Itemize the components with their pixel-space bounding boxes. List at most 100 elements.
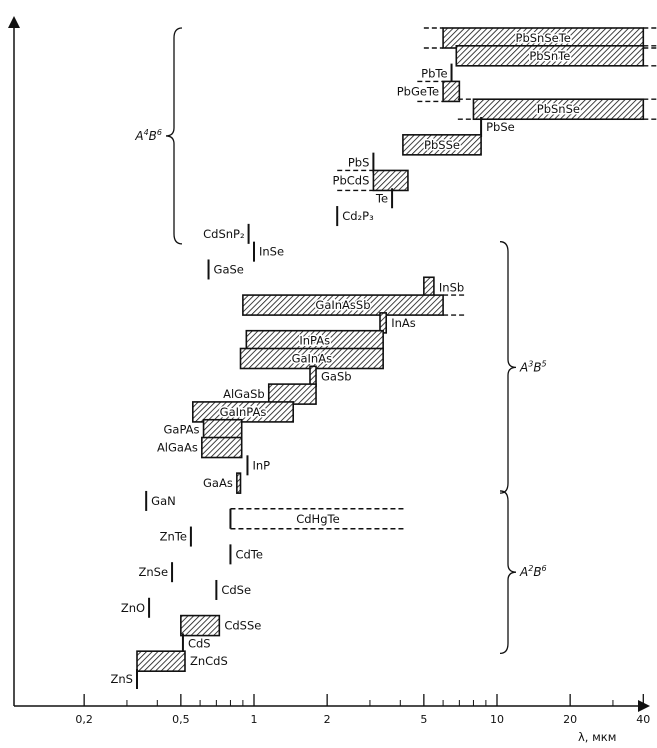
group-label: A3B5: [519, 359, 547, 374]
materials: PbSnSeTe PbSnTe PbTe PbGeTe PbSnSe PbSe PbSSe P…: [111, 27, 657, 689]
material-inp: InP: [246, 455, 270, 476]
group-label: A2B6: [519, 564, 547, 579]
material-label: PbCdS: [333, 173, 370, 187]
x-axis-ticks: 0,2 0,5 1 2 5 10 20 40: [75, 694, 650, 726]
material-pbs: PbS: [348, 152, 375, 173]
material-label: GaN: [151, 494, 176, 508]
range-bar: [201, 436, 243, 459]
material-pbsnsete: PbSnSeTe: [423, 27, 657, 49]
x-axis-label: λ, мкм: [578, 730, 616, 744]
range-bar: [192, 401, 295, 423]
material-gase: GaSe: [207, 259, 244, 280]
material-znte: ZnTe: [160, 526, 192, 547]
range-bar: [136, 650, 186, 672]
material-gan: GaN: [145, 490, 176, 511]
material-label: InPAs: [299, 334, 330, 348]
material-label: PbGeTe: [397, 84, 439, 98]
material-label: PbTe: [421, 67, 447, 81]
group-brace: [499, 241, 517, 494]
material-cdhgte: CdHgTe: [229, 508, 406, 530]
x-tick-label: 0,2: [75, 713, 93, 726]
material-label: InP: [252, 458, 270, 472]
material-gainassb: GaInAsSb: [242, 294, 467, 316]
x-tick-label: 10: [490, 713, 504, 726]
material-label: GaSb: [321, 369, 352, 383]
material-label: CdTe: [235, 547, 262, 561]
material-label: CdS: [188, 636, 211, 650]
range-bar: [242, 294, 444, 316]
range-bar: [442, 80, 461, 103]
material-label: PbSnSe: [537, 102, 580, 116]
x-tick-label: 1: [251, 713, 258, 726]
material-insb: InSb: [423, 276, 464, 299]
material-pbsse: PbSSe: [402, 134, 482, 156]
material-cdsnp: CdSnP₂: [203, 223, 250, 244]
material-cdsse: CdSSe: [180, 614, 261, 637]
material-zno: ZnO: [121, 597, 151, 618]
material-label: PbS: [348, 156, 370, 170]
material-label: CdSSe: [224, 619, 261, 633]
material-pbse: PbSe: [480, 117, 515, 138]
material-zncds: ZnCdS: [136, 650, 228, 672]
material-label: GaPAs: [164, 423, 200, 437]
material-label: ZnS: [111, 672, 133, 686]
x-tick-label: 40: [636, 713, 650, 726]
range-bar: [267, 383, 317, 405]
material-inse: InSe: [253, 241, 284, 262]
material-label: ZnCdS: [190, 654, 228, 668]
material-algaas: AlGaAs: [157, 436, 243, 459]
material-label: CdSnP₂: [203, 227, 244, 241]
range-bar: [402, 134, 482, 156]
material-pbsnse: PbSnSe: [457, 98, 657, 121]
material-inpas: InPAs: [245, 329, 384, 352]
material-label: ZnSe: [139, 565, 169, 579]
material-gapas: GaPAs: [164, 418, 243, 441]
material-algasb: AlGaSb: [223, 383, 317, 405]
material-cdp: Cd₂P₃: [336, 206, 374, 227]
material-gasb: GaSb: [309, 365, 352, 388]
range-bar: [180, 614, 221, 637]
group-brace: [165, 27, 183, 245]
range-bar: [455, 45, 645, 67]
material-gainas: GaInAs: [239, 347, 384, 370]
material-label: InAs: [391, 316, 416, 330]
material-gaas: GaAs: [203, 472, 242, 494]
material-znse: ZnSe: [139, 562, 174, 583]
material-pbsnte: PbSnTe: [455, 45, 657, 67]
material-label: PbSnTe: [529, 49, 570, 63]
material-label: GaAs: [203, 476, 233, 490]
material-label: InSe: [259, 245, 284, 259]
material-inas: InAs: [379, 312, 416, 334]
range-bar: [379, 312, 388, 334]
range-bar: [202, 418, 243, 441]
material-te: Te: [375, 188, 394, 209]
material-pbcds: PbCdS: [333, 169, 409, 192]
material-label: GaInAsSb: [315, 298, 370, 312]
material-label: AlGaSb: [223, 387, 265, 401]
range-bar: [472, 98, 645, 121]
material-label: ZnO: [121, 601, 145, 615]
material-label: GaSe: [214, 262, 244, 276]
material-label: GaInPAs: [220, 405, 267, 419]
material-label: Cd₂P₃: [342, 209, 374, 223]
material-label: CdSe: [221, 583, 251, 597]
material-pbgete: PbGeTe: [397, 80, 461, 103]
material-pbte: PbTe: [421, 63, 453, 84]
material-gainpas: GaInPAs: [192, 401, 295, 423]
x-tick-label: 0,5: [172, 713, 190, 726]
group-braces: A4B6 A3B5 A2B6: [134, 27, 547, 655]
material-label: ZnTe: [160, 530, 187, 544]
group-label: A4B6: [134, 128, 162, 143]
material-cdte: CdTe: [229, 544, 263, 565]
material-label: Te: [375, 191, 388, 205]
material-label: PbSe: [486, 120, 515, 134]
material-cds: CdS: [181, 633, 211, 654]
range-bar: [372, 169, 409, 192]
material-label: PbSnSeTe: [516, 31, 571, 45]
x-tick-label: 20: [563, 713, 577, 726]
x-tick-label: 2: [324, 713, 331, 726]
material-label: InSb: [439, 280, 464, 294]
range-bar: [423, 276, 435, 299]
material-zns: ZnS: [111, 669, 138, 689]
